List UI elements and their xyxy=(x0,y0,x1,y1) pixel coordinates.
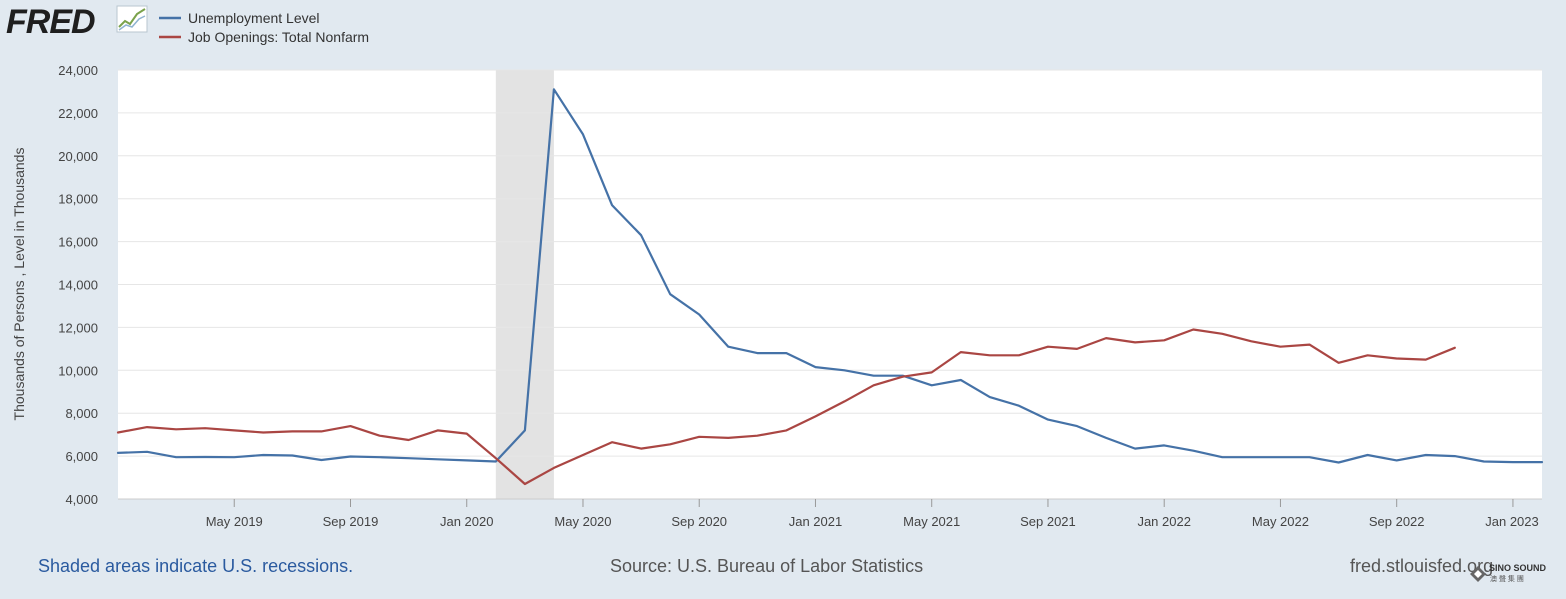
x-tick-label: Jan 2023 xyxy=(1485,514,1539,529)
x-tick-label: May 2020 xyxy=(554,514,611,529)
x-tick-label: May 2022 xyxy=(1252,514,1309,529)
watermark-logo: SINO SOUND 澳 聲 集 團 xyxy=(1470,563,1547,583)
y-tick-label: 10,000 xyxy=(58,363,98,378)
fred-logo-text: FRED xyxy=(6,3,95,41)
x-axis: May 2019 Sep 2019 Jan 2020 May 2020 Sep 2020… xyxy=(206,499,1539,529)
x-tick-label: Jan 2022 xyxy=(1137,514,1191,529)
watermark-text-line1: SINO SOUND xyxy=(1489,563,1547,573)
y-tick-label: 12,000 xyxy=(58,320,98,335)
source-note: Source: U.S. Bureau of Labor Statistics xyxy=(610,556,924,576)
x-tick-label: Jan 2020 xyxy=(440,514,494,529)
x-tick-label: May 2021 xyxy=(903,514,960,529)
y-tick-label: 22,000 xyxy=(58,106,98,121)
x-tick-label: Jan 2021 xyxy=(789,514,843,529)
y-tick-label: 16,000 xyxy=(58,235,98,250)
watermark-emblem-icon xyxy=(1470,566,1486,582)
fred-logo[interactable]: FRED xyxy=(6,3,148,41)
y-tick-label: 20,000 xyxy=(58,149,98,164)
y-axis-label: Thousands of Persons , Level in Thousand… xyxy=(11,148,27,421)
x-tick-label: Sep 2019 xyxy=(323,514,379,529)
legend-label-job-openings: Job Openings: Total Nonfarm xyxy=(188,29,369,45)
y-axis: 4,000 6,000 8,000 10,000 12,000 14,000 16,000 1… xyxy=(58,63,98,507)
x-tick-label: Sep 2020 xyxy=(671,514,727,529)
series-line-unemployment xyxy=(116,88,1544,464)
fred-logo-chart-icon xyxy=(116,5,148,33)
watermark-text-line2: 澳 聲 集 團 xyxy=(1490,574,1524,583)
recession-note[interactable]: Shaded areas indicate U.S. recessions. xyxy=(38,556,354,576)
series-line-job-openings xyxy=(116,328,1456,486)
y-tick-label: 4,000 xyxy=(65,492,98,507)
legend-label-unemployment: Unemployment Level xyxy=(188,10,320,26)
x-tick-label: May 2019 xyxy=(206,514,263,529)
y-tick-label: 24,000 xyxy=(58,63,98,78)
y-tick-label: 8,000 xyxy=(65,406,98,421)
y-tick-label: 6,000 xyxy=(65,449,98,464)
y-tick-label: 18,000 xyxy=(58,192,98,207)
series-lines xyxy=(116,88,1544,486)
x-tick-label: Sep 2022 xyxy=(1369,514,1425,529)
y-tick-label: 14,000 xyxy=(58,278,98,293)
x-tick-label: Sep 2021 xyxy=(1020,514,1076,529)
chart-legend: Unemployment Level Job Openings: Total N… xyxy=(159,10,369,45)
site-url-link[interactable]: fred.stlouisfed.org xyxy=(1350,556,1494,576)
